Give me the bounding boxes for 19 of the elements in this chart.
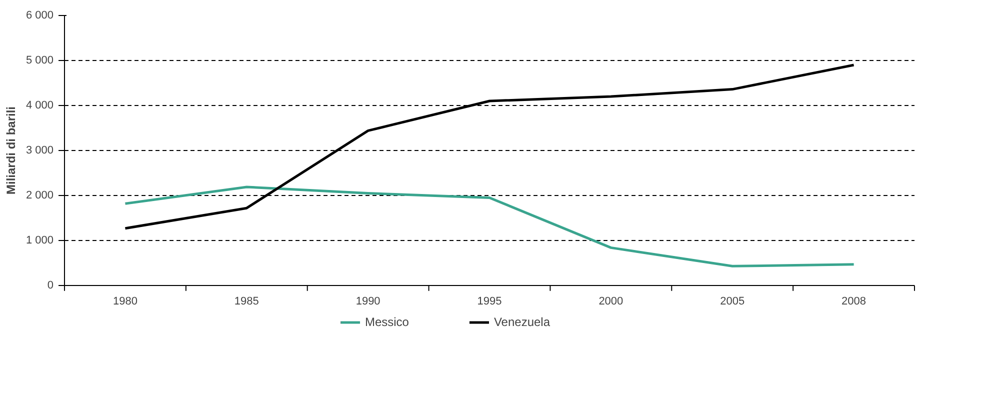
x-tick-label: 2000 xyxy=(598,296,624,308)
y-tick-label: 6 000 xyxy=(26,10,54,22)
x-tick-label: 1995 xyxy=(477,296,502,308)
y-tick-label: 2 000 xyxy=(26,190,54,202)
y-tick-label: 4 000 xyxy=(26,100,54,112)
x-tick-label: 1980 xyxy=(112,296,138,308)
y-tick-label: 0 xyxy=(47,280,54,292)
line-series xyxy=(124,64,856,230)
y-tick-label: 3 000 xyxy=(26,144,54,156)
legend-label: Messico xyxy=(364,315,409,329)
legend-label: Venezuela xyxy=(494,315,550,329)
x-tick-label: 2008 xyxy=(842,296,866,308)
x-tick-label: 1985 xyxy=(234,296,259,308)
y-tick-label: 1 000 xyxy=(26,234,54,246)
line-series xyxy=(124,186,856,268)
x-tick-label: 1990 xyxy=(356,296,380,308)
y-axis-title: Miliardi di barili xyxy=(4,106,18,195)
x-tick-label: 2005 xyxy=(720,296,745,308)
y-tick-label: 5 000 xyxy=(26,54,54,66)
